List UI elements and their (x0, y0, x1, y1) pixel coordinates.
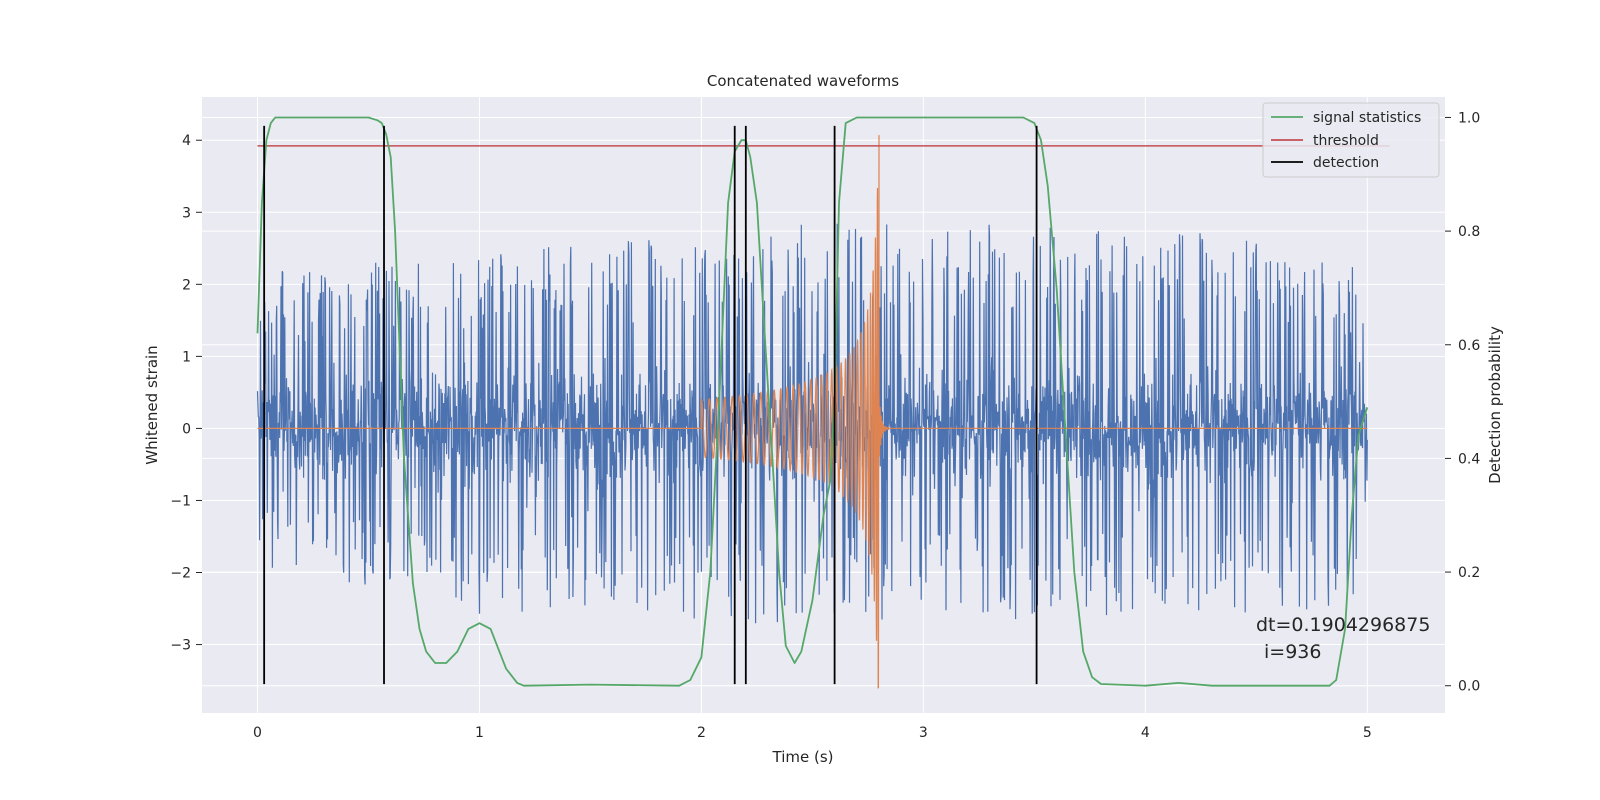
x-tick-label: 2 (697, 725, 706, 741)
x-tick-label: 5 (1363, 725, 1372, 741)
y-right-tick-label: 0.6 (1458, 338, 1480, 354)
y-right-tick-label: 0.0 (1458, 679, 1480, 695)
y-tick-label: 2 (182, 277, 191, 293)
annotation-dt: dt=0.1904296875 (1256, 614, 1430, 636)
signal-statistics-line (256, 116, 1369, 687)
y-tick-label: 3 (182, 205, 191, 221)
y-tick-label: 4 (182, 133, 191, 149)
y-tick-label: 0 (182, 421, 191, 437)
x-axis-label: Time (s) (772, 748, 834, 766)
x-tick-label: 1 (475, 725, 484, 741)
y-right-tick-label: 0.2 (1458, 565, 1480, 581)
legend-label-signal-statistics: signal statistics (1313, 110, 1421, 126)
legend-label-threshold: threshold (1313, 133, 1379, 149)
y-tick-label: −3 (170, 638, 191, 654)
legend-box (1262, 102, 1440, 178)
y-right-tick-label: 0.4 (1458, 451, 1480, 467)
annotation-index: i=936 (1264, 641, 1321, 663)
y-right-tick-label: 1.0 (1458, 110, 1480, 126)
legend-label-detection: detection (1313, 155, 1379, 171)
x-tick-label: 4 (1141, 725, 1150, 741)
x-tick-label: 3 (919, 725, 928, 741)
y-right-tick-label: 0.8 (1458, 224, 1480, 240)
y-tick-label: −2 (170, 566, 191, 582)
chart-title: Concatenated waveforms (707, 72, 899, 90)
y-tick-label: 1 (182, 349, 191, 365)
y-axis-right-label: Detection probability (1486, 326, 1504, 484)
y-tick-label: −1 (170, 493, 191, 509)
injection-series (257, 135, 1368, 689)
y-axis-label: Whitened strain (143, 345, 161, 464)
x-tick-label: 0 (253, 725, 262, 741)
legend: signal statistics threshold detection (1262, 102, 1440, 178)
